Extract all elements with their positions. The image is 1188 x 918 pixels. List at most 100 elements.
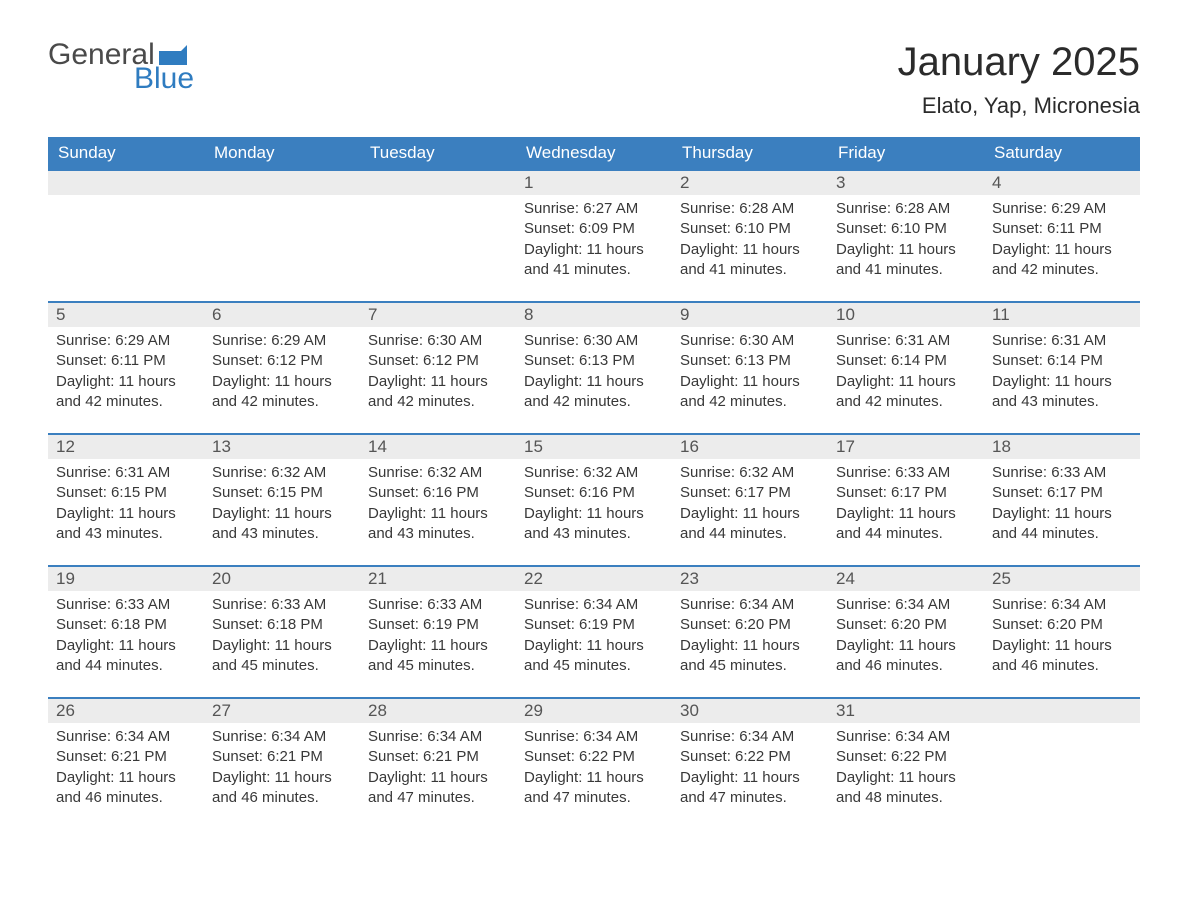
sunrise-line: Sunrise: 6:34 AM (212, 727, 352, 747)
calendar-day: 16Sunrise: 6:32 AMSunset: 6:17 PMDayligh… (672, 433, 828, 565)
sunset-line: Sunset: 6:21 PM (212, 747, 352, 767)
day-number: 17 (828, 433, 984, 459)
day-body: Sunrise: 6:34 AMSunset: 6:22 PMDaylight:… (672, 723, 828, 816)
day-number: 26 (48, 697, 204, 723)
sunrise-line: Sunrise: 6:28 AM (836, 199, 976, 219)
page-header: General Blue January 2025 Elato, Yap, Mi… (48, 40, 1140, 119)
calendar-day: 18Sunrise: 6:33 AMSunset: 6:17 PMDayligh… (984, 433, 1140, 565)
calendar-head: SundayMondayTuesdayWednesdayThursdayFrid… (48, 137, 1140, 169)
sunrise-line: Sunrise: 6:34 AM (56, 727, 196, 747)
calendar-day: 3Sunrise: 6:28 AMSunset: 6:10 PMDaylight… (828, 169, 984, 301)
day-body: Sunrise: 6:28 AMSunset: 6:10 PMDaylight:… (828, 195, 984, 288)
day-body: Sunrise: 6:34 AMSunset: 6:22 PMDaylight:… (828, 723, 984, 816)
sunrise-line: Sunrise: 6:33 AM (212, 595, 352, 615)
daylight-line: Daylight: 11 hours and 46 minutes. (836, 636, 976, 677)
calendar-day: 7Sunrise: 6:30 AMSunset: 6:12 PMDaylight… (360, 301, 516, 433)
calendar-week: 1Sunrise: 6:27 AMSunset: 6:09 PMDaylight… (48, 169, 1140, 301)
month-title: January 2025 (898, 40, 1140, 85)
sunrise-line: Sunrise: 6:32 AM (368, 463, 508, 483)
calendar-week: 19Sunrise: 6:33 AMSunset: 6:18 PMDayligh… (48, 565, 1140, 697)
day-body: Sunrise: 6:34 AMSunset: 6:19 PMDaylight:… (516, 591, 672, 684)
sunrise-line: Sunrise: 6:32 AM (212, 463, 352, 483)
sunrise-line: Sunrise: 6:32 AM (524, 463, 664, 483)
calendar-day: 29Sunrise: 6:34 AMSunset: 6:22 PMDayligh… (516, 697, 672, 829)
weekday-header: Thursday (672, 137, 828, 169)
day-body: Sunrise: 6:28 AMSunset: 6:10 PMDaylight:… (672, 195, 828, 288)
daylight-line: Daylight: 11 hours and 44 minutes. (680, 504, 820, 545)
sunrise-line: Sunrise: 6:33 AM (836, 463, 976, 483)
day-number: 10 (828, 301, 984, 327)
sunset-line: Sunset: 6:13 PM (524, 351, 664, 371)
day-number: 2 (672, 169, 828, 195)
day-body: Sunrise: 6:34 AMSunset: 6:22 PMDaylight:… (516, 723, 672, 816)
calendar-table: SundayMondayTuesdayWednesdayThursdayFrid… (48, 137, 1140, 829)
sunrise-line: Sunrise: 6:34 AM (680, 727, 820, 747)
sunrise-line: Sunrise: 6:34 AM (524, 727, 664, 747)
calendar-week: 5Sunrise: 6:29 AMSunset: 6:11 PMDaylight… (48, 301, 1140, 433)
daylight-line: Daylight: 11 hours and 44 minutes. (836, 504, 976, 545)
daylight-line: Daylight: 11 hours and 45 minutes. (524, 636, 664, 677)
sunrise-line: Sunrise: 6:34 AM (368, 727, 508, 747)
calendar-day: 9Sunrise: 6:30 AMSunset: 6:13 PMDaylight… (672, 301, 828, 433)
calendar-day: 30Sunrise: 6:34 AMSunset: 6:22 PMDayligh… (672, 697, 828, 829)
daylight-line: Daylight: 11 hours and 47 minutes. (368, 768, 508, 809)
sunrise-line: Sunrise: 6:33 AM (56, 595, 196, 615)
daylight-line: Daylight: 11 hours and 46 minutes. (56, 768, 196, 809)
daylight-line: Daylight: 11 hours and 45 minutes. (212, 636, 352, 677)
weekday-header: Saturday (984, 137, 1140, 169)
sunset-line: Sunset: 6:22 PM (836, 747, 976, 767)
sunset-line: Sunset: 6:18 PM (56, 615, 196, 635)
day-number: 5 (48, 301, 204, 327)
sunrise-line: Sunrise: 6:30 AM (524, 331, 664, 351)
day-body: Sunrise: 6:34 AMSunset: 6:21 PMDaylight:… (48, 723, 204, 816)
day-number: 12 (48, 433, 204, 459)
daylight-line: Daylight: 11 hours and 42 minutes. (992, 240, 1132, 281)
weekday-header: Sunday (48, 137, 204, 169)
day-body: Sunrise: 6:32 AMSunset: 6:16 PMDaylight:… (360, 459, 516, 552)
calendar-day-empty (48, 169, 204, 301)
day-body: Sunrise: 6:34 AMSunset: 6:21 PMDaylight:… (204, 723, 360, 816)
calendar-day: 2Sunrise: 6:28 AMSunset: 6:10 PMDaylight… (672, 169, 828, 301)
calendar-day: 22Sunrise: 6:34 AMSunset: 6:19 PMDayligh… (516, 565, 672, 697)
sunrise-line: Sunrise: 6:33 AM (368, 595, 508, 615)
sunrise-line: Sunrise: 6:34 AM (836, 595, 976, 615)
sunset-line: Sunset: 6:19 PM (368, 615, 508, 635)
sunrise-line: Sunrise: 6:28 AM (680, 199, 820, 219)
sunset-line: Sunset: 6:22 PM (524, 747, 664, 767)
day-body: Sunrise: 6:31 AMSunset: 6:14 PMDaylight:… (984, 327, 1140, 420)
day-number: 29 (516, 697, 672, 723)
weekday-header: Wednesday (516, 137, 672, 169)
day-body: Sunrise: 6:30 AMSunset: 6:12 PMDaylight:… (360, 327, 516, 420)
sunrise-line: Sunrise: 6:32 AM (680, 463, 820, 483)
day-body: Sunrise: 6:33 AMSunset: 6:19 PMDaylight:… (360, 591, 516, 684)
day-body: Sunrise: 6:31 AMSunset: 6:14 PMDaylight:… (828, 327, 984, 420)
day-number-empty (984, 697, 1140, 723)
sunset-line: Sunset: 6:12 PM (212, 351, 352, 371)
sunrise-line: Sunrise: 6:31 AM (836, 331, 976, 351)
calendar-week: 26Sunrise: 6:34 AMSunset: 6:21 PMDayligh… (48, 697, 1140, 829)
day-number: 16 (672, 433, 828, 459)
sunset-line: Sunset: 6:13 PM (680, 351, 820, 371)
calendar-day: 17Sunrise: 6:33 AMSunset: 6:17 PMDayligh… (828, 433, 984, 565)
calendar-day: 21Sunrise: 6:33 AMSunset: 6:19 PMDayligh… (360, 565, 516, 697)
sunset-line: Sunset: 6:20 PM (992, 615, 1132, 635)
daylight-line: Daylight: 11 hours and 41 minutes. (836, 240, 976, 281)
weekday-header: Friday (828, 137, 984, 169)
sunset-line: Sunset: 6:10 PM (680, 219, 820, 239)
day-number: 8 (516, 301, 672, 327)
sunset-line: Sunset: 6:21 PM (368, 747, 508, 767)
daylight-line: Daylight: 11 hours and 46 minutes. (212, 768, 352, 809)
calendar-day: 23Sunrise: 6:34 AMSunset: 6:20 PMDayligh… (672, 565, 828, 697)
daylight-line: Daylight: 11 hours and 44 minutes. (992, 504, 1132, 545)
calendar-day: 25Sunrise: 6:34 AMSunset: 6:20 PMDayligh… (984, 565, 1140, 697)
sunset-line: Sunset: 6:14 PM (836, 351, 976, 371)
day-body: Sunrise: 6:34 AMSunset: 6:20 PMDaylight:… (984, 591, 1140, 684)
weekday-header: Monday (204, 137, 360, 169)
title-block: January 2025 Elato, Yap, Micronesia (898, 40, 1140, 119)
daylight-line: Daylight: 11 hours and 45 minutes. (368, 636, 508, 677)
daylight-line: Daylight: 11 hours and 42 minutes. (524, 372, 664, 413)
daylight-line: Daylight: 11 hours and 46 minutes. (992, 636, 1132, 677)
day-body: Sunrise: 6:33 AMSunset: 6:17 PMDaylight:… (828, 459, 984, 552)
sunrise-line: Sunrise: 6:31 AM (992, 331, 1132, 351)
sunrise-line: Sunrise: 6:27 AM (524, 199, 664, 219)
